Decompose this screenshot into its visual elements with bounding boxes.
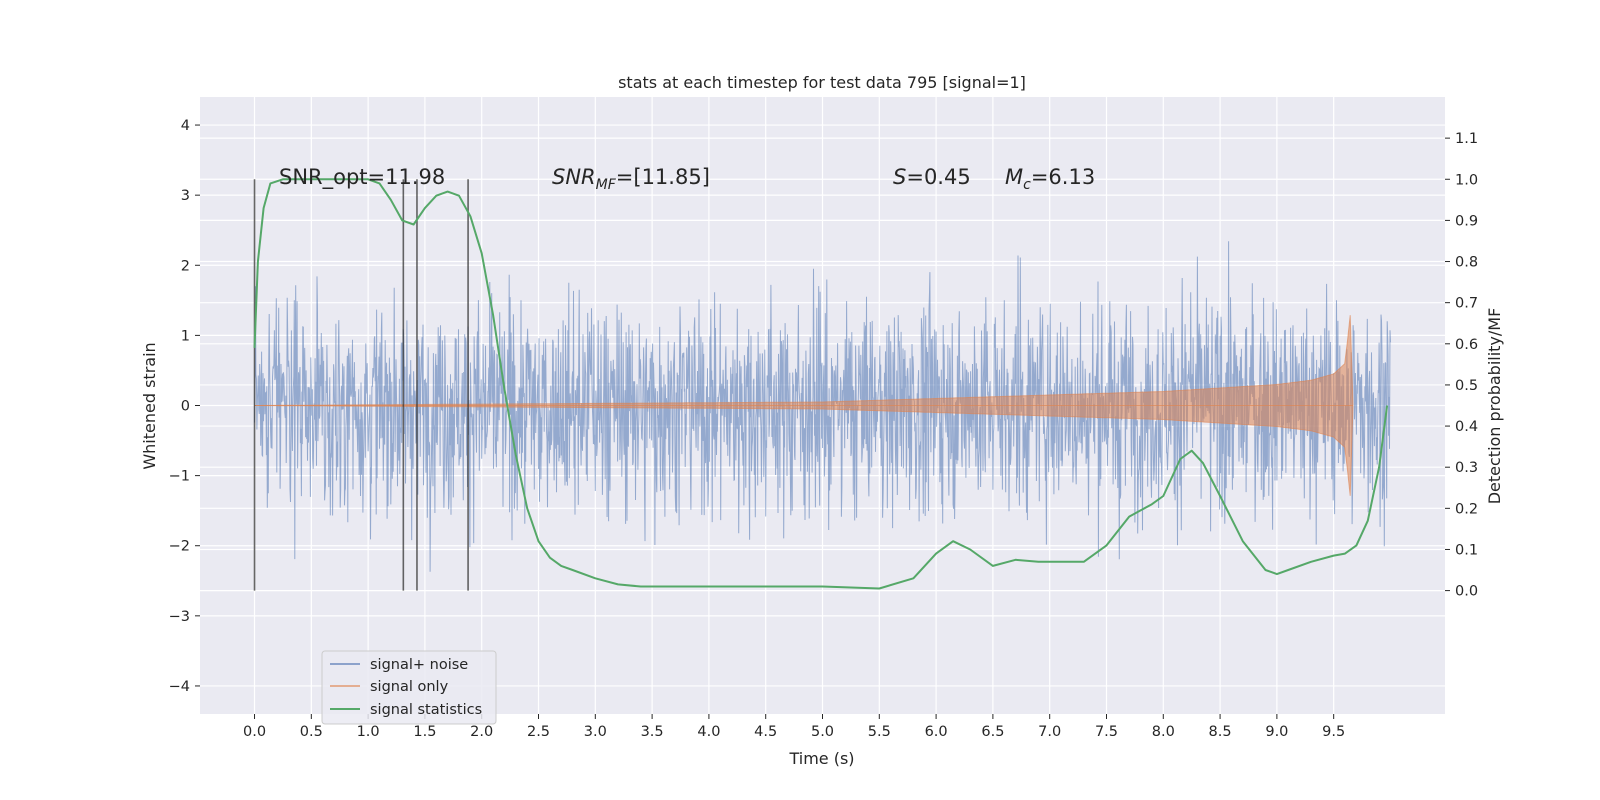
chart-title: stats at each timestep for test data 795… <box>618 73 1026 92</box>
y2-tick-label: 0.9 <box>1455 213 1478 229</box>
legend-box <box>321 650 497 725</box>
stats-series-layer <box>253 178 1389 590</box>
y2-tick-label: 0.0 <box>1455 584 1478 600</box>
y2-tick-label: 1.1 <box>1455 131 1478 147</box>
x-tick-label: 1.0 <box>357 724 380 740</box>
y2-tick-label: 0.5 <box>1455 378 1478 394</box>
x-tick-label: 9.5 <box>1322 724 1345 740</box>
x-tick-label: 2.5 <box>527 724 550 740</box>
y-tick-label: 4 <box>181 118 190 134</box>
y-tick-label: −2 <box>169 539 190 555</box>
y2-tick-label: 0.1 <box>1455 542 1478 558</box>
y2-axis-label: Detection probability/MF <box>1485 308 1504 505</box>
x-tick-label: 4.5 <box>754 724 777 740</box>
y2-tick-label: 0.3 <box>1455 460 1478 476</box>
x-tick-label: 6.0 <box>925 724 948 740</box>
y-tick-label: 1 <box>181 328 190 344</box>
legend-label-signal: signal only <box>370 679 449 695</box>
signal-only-layer <box>254 315 1354 496</box>
y2-tick-label: 1.0 <box>1455 172 1478 188</box>
y-tick-label: −1 <box>169 469 190 485</box>
y2-tick-label: 0.8 <box>1455 255 1478 271</box>
annotation-snr-mf: SNRMF=[11.85] <box>552 165 710 193</box>
annotation-snr-opt: SNR_opt=11.98 <box>279 165 445 190</box>
x-tick-label: 7.0 <box>1038 724 1061 740</box>
x-tick-label: 1.5 <box>413 724 436 740</box>
annotation-s: S=0.45 <box>893 165 971 189</box>
x-tick-label: 6.5 <box>981 724 1004 740</box>
x-tick-label: 3.0 <box>584 724 607 740</box>
x-tick-label: 4.0 <box>697 724 720 740</box>
legend-label-noise: signal+ noise <box>370 657 468 673</box>
legend-label-stats: signal statistics <box>370 702 482 718</box>
y-tick-label: 0 <box>181 399 190 415</box>
y-axis-label: Whitened strain <box>140 342 159 469</box>
x-tick-label: 0.0 <box>243 724 266 740</box>
annotations: SNR_opt=11.98 SNRMF=[11.85] S=0.45 Mc=6.… <box>279 165 1095 193</box>
y-tick-label: 3 <box>181 188 190 204</box>
y-tick-label: −4 <box>169 679 190 695</box>
y-tick-label: 2 <box>181 258 190 274</box>
noise-series-layer <box>254 241 1391 572</box>
y-tick-label: −3 <box>169 609 190 625</box>
y2-tick-label: 0.4 <box>1455 419 1478 435</box>
annotation-mc: Mc=6.13 <box>1005 165 1095 193</box>
vertical-markers <box>253 179 469 591</box>
y2-tick-label: 0.7 <box>1455 296 1478 312</box>
x-tick-label: 2.0 <box>470 724 493 740</box>
x-tick-label: 8.0 <box>1152 724 1175 740</box>
axes-layer: 0.0 0.5 1.0 1.5 2.0 2.5 3.0 3.5 4.0 4.5 5.0 5.5 6.0 6… <box>169 118 1478 740</box>
x-tick-label: 5.5 <box>868 724 891 740</box>
x-tick-label: 5.0 <box>811 724 834 740</box>
signal-plus-noise-line <box>254 241 1391 572</box>
y2-tick-label: 0.6 <box>1455 337 1478 353</box>
x-tick-label: 9.0 <box>1265 724 1288 740</box>
x-axis-label: Time (s) <box>788 749 854 768</box>
x-tick-label: 0.5 <box>300 724 323 740</box>
x-tick-label: 8.5 <box>1209 724 1232 740</box>
signal-statistics-line <box>253 178 1389 590</box>
y2-tick-label: 0.2 <box>1455 501 1478 517</box>
x-tick-label: 7.5 <box>1095 724 1118 740</box>
x-tick-label: 3.5 <box>641 724 664 740</box>
legend: signal+ noise signal only signal statist… <box>321 650 497 725</box>
